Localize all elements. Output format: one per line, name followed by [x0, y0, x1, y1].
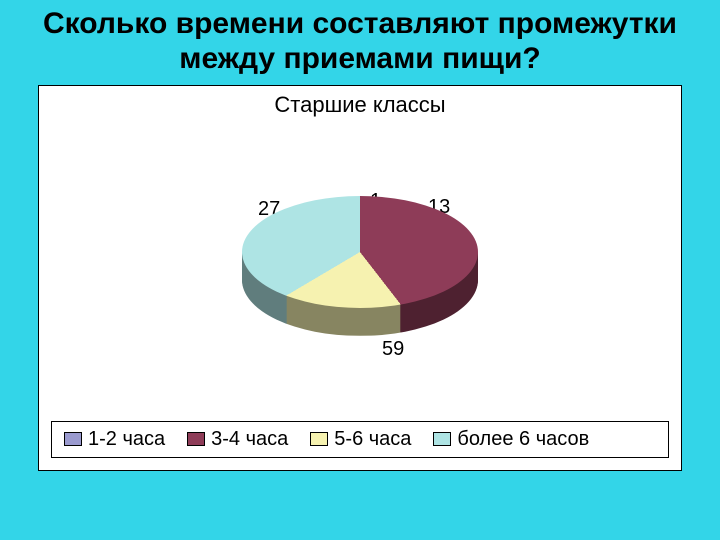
legend-label: более 6 часов — [457, 428, 589, 451]
chart-subtitle: Старшие классы — [39, 92, 681, 118]
legend-label: 1-2 часа — [88, 428, 165, 451]
legend: 1-2 часа 3-4 часа 5-6 часа более 6 часов — [51, 421, 669, 458]
legend-label: 3-4 часа — [211, 428, 288, 451]
legend-item: 3-4 часа — [187, 428, 288, 451]
legend-item: более 6 часов — [433, 428, 589, 451]
chart-container: Старшие классы 1359271 1-2 часа 3-4 часа 5… — [38, 85, 682, 471]
pie-chart: 1359271 — [242, 196, 478, 336]
legend-swatch — [433, 432, 451, 446]
legend-item: 5-6 часа — [310, 428, 411, 451]
legend-swatch — [64, 432, 82, 446]
legend-item: 1-2 часа — [64, 428, 165, 451]
legend-swatch — [187, 432, 205, 446]
legend-label: 5-6 часа — [334, 428, 411, 451]
page-title: Сколько времени составляют промежутки ме… — [0, 0, 720, 77]
legend-swatch — [310, 432, 328, 446]
pie-datalabel: 59 — [382, 338, 404, 361]
